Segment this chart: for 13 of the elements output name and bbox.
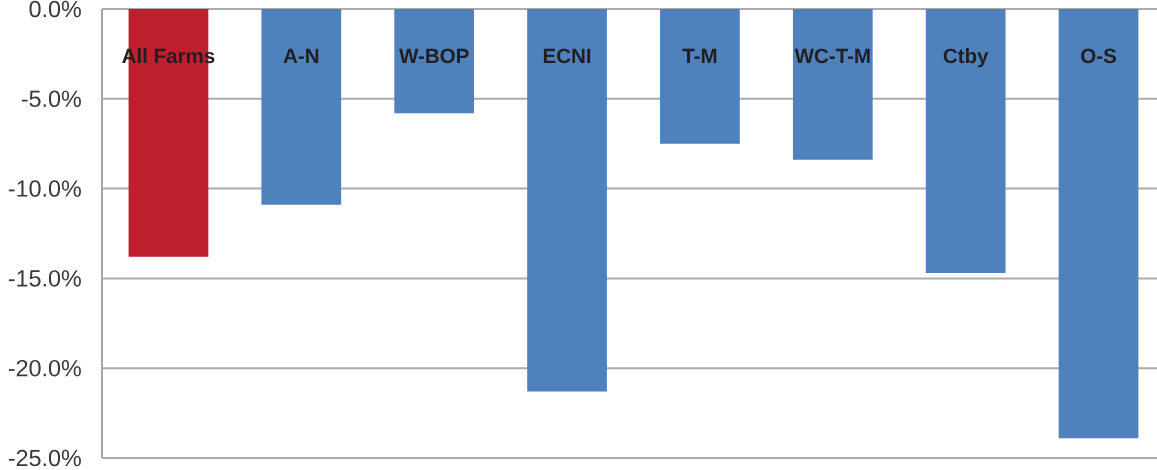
- x-tick-label: W-BOP: [399, 48, 469, 64]
- x-tick-label: T-M: [682, 48, 717, 63]
- y-tick-label: -15.0%: [8, 270, 81, 287]
- x-tick-label: Ctby: [943, 48, 989, 68]
- x-tick-label: O-S: [1081, 48, 1116, 64]
- x-tick-label: ECNI: [543, 48, 591, 64]
- y-tick-label: -10.0%: [8, 180, 81, 197]
- x-tick-label: A-N: [283, 48, 319, 63]
- y-tick-label: -5.0%: [21, 90, 81, 108]
- y-tick-label: -25.0%: [8, 449, 81, 467]
- x-tick-label: WC-T-M: [794, 48, 870, 64]
- y-tick-label: -20.0%: [8, 359, 81, 377]
- y-tick-label: 0.0%: [29, 0, 81, 18]
